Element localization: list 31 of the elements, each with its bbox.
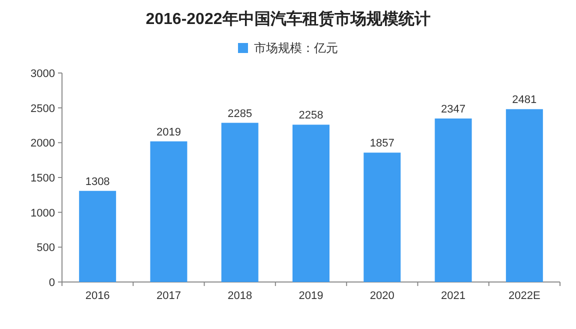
bar [506,109,543,282]
x-tick-label: 2022E [508,290,540,302]
x-tick-label: 2020 [370,290,394,302]
data-label: 2347 [441,103,466,116]
data-label: 2019 [156,126,181,138]
x-tick-label: 2018 [228,290,252,302]
y-tick-label: 1000 [30,207,55,220]
bar [364,152,401,282]
y-tick-label: 2500 [30,102,55,115]
data-label: 2258 [298,110,324,122]
bar [221,122,258,282]
y-tick-label: 3000 [30,68,55,80]
x-tick-label: 2021 [441,290,466,302]
y-tick-label: 0 [48,277,55,289]
bar [434,118,472,282]
bar [79,190,116,282]
x-tick-label: 2016 [85,290,110,302]
x-tick-label: 2019 [298,290,324,302]
chart-title: 2016-2022年中国汽车租赁市场规模统计 [146,10,430,28]
data-label: 1857 [370,138,394,150]
bar [292,124,330,282]
x-tick-label: 2017 [156,290,181,302]
y-tick-label: 2000 [30,138,55,150]
y-tick-label: 500 [36,242,55,254]
data-label: 2285 [228,108,252,120]
legend-label: 市场规模：亿元 [254,41,338,55]
bar [150,141,188,282]
data-label: 2481 [512,94,537,106]
y-tick-label: 1500 [30,172,55,184]
data-label: 1308 [85,176,110,188]
legend: 市场规模：亿元 [238,41,338,55]
